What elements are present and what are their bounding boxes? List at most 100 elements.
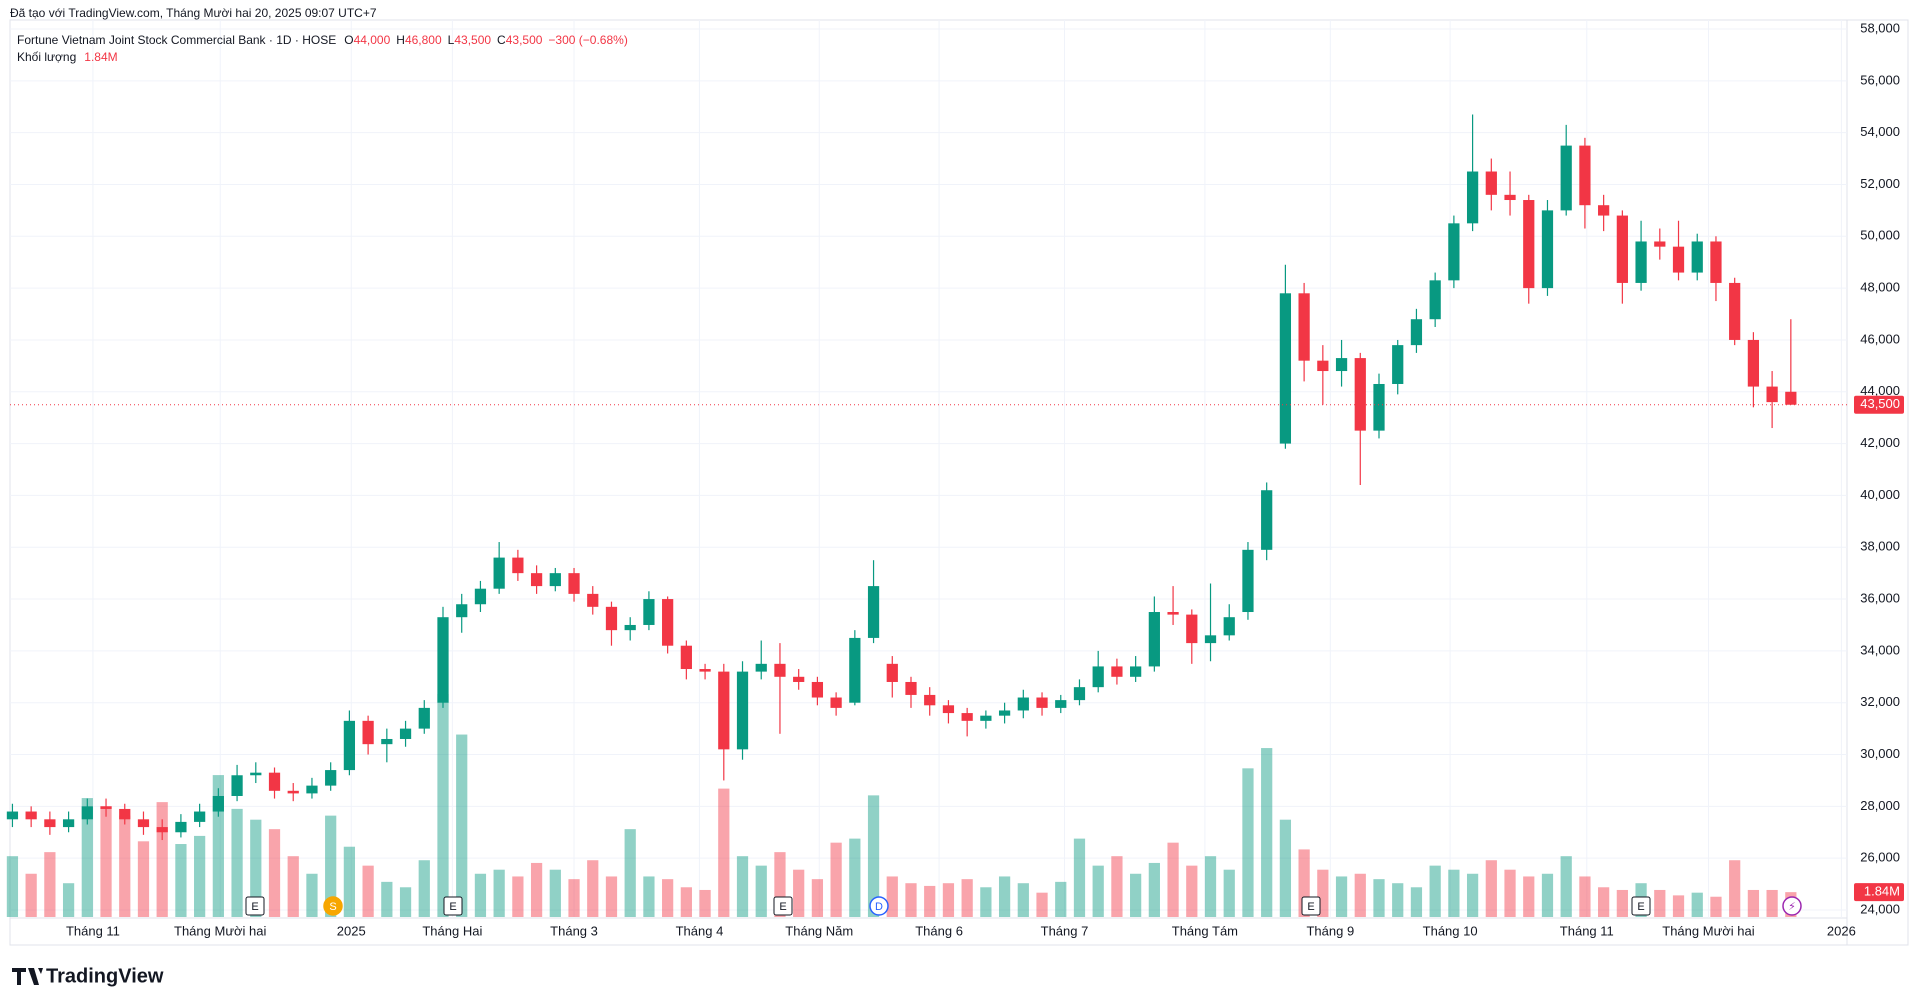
volume-bar: [287, 856, 299, 917]
y-tick-label: 48,000: [1860, 280, 1900, 295]
candle-body: [1654, 241, 1666, 247]
logo-text: TradingView: [46, 965, 164, 987]
candle-body: [1111, 666, 1123, 677]
candle-body: [1092, 666, 1104, 688]
x-tick-label: Tháng Mười hai: [174, 923, 266, 938]
x-tick-label: Tháng 10: [1423, 923, 1478, 938]
candle-body: [1410, 319, 1423, 346]
candle-body: [680, 645, 692, 670]
event-icon: [773, 896, 793, 916]
candle-body: [624, 624, 636, 631]
event-label: E: [779, 901, 786, 913]
volume-bar: [1279, 819, 1292, 917]
candle-body: [886, 663, 898, 682]
candle-body: [1373, 383, 1385, 431]
y-tick-label: 36,000: [1860, 590, 1900, 605]
y-tick-label: 52,000: [1860, 176, 1900, 191]
y-tick-label: 32,000: [1860, 694, 1900, 709]
x-tick-label: Tháng 7: [1041, 923, 1089, 938]
volume-bar: [1036, 892, 1048, 917]
volume-bar: [568, 879, 580, 917]
candle-body: [830, 697, 842, 708]
candle-body: [1036, 697, 1048, 708]
volume-bar: [1111, 856, 1123, 917]
candle-body: [456, 604, 468, 618]
volume-bar: [1373, 879, 1385, 917]
volume-bar: [793, 869, 805, 917]
x-tick-label: Tháng 9: [1306, 923, 1354, 938]
legend-value: 46,800: [405, 33, 442, 47]
volume-bar: [1691, 892, 1703, 917]
volume-value-label: 1.84M: [1864, 884, 1900, 899]
candle-body: [1766, 386, 1778, 403]
volume-bar: [1242, 768, 1254, 917]
candle-body: [718, 671, 730, 750]
volume-bar: [512, 876, 524, 917]
volume-bar: [942, 883, 955, 917]
candle-body: [1317, 360, 1329, 372]
x-tick-label: Tháng Hai: [422, 923, 482, 938]
y-tick-label: 38,000: [1860, 539, 1900, 554]
legend-key: L: [448, 33, 455, 47]
legend-value: 43,500: [454, 33, 491, 47]
volume-bar: [1747, 889, 1760, 917]
volume-bar: [662, 879, 674, 917]
candle-body: [1560, 145, 1572, 211]
event-icon: [323, 896, 343, 916]
volume-bar: [1429, 865, 1441, 917]
volume-bar: [830, 842, 842, 917]
candle-body: [1242, 549, 1254, 613]
volume-bar: [399, 887, 412, 917]
volume-bar: [1017, 883, 1029, 917]
candle-body: [549, 573, 561, 587]
grid: [10, 20, 1847, 918]
y-tick-label: 54,000: [1860, 124, 1900, 139]
volume-bar: [849, 838, 861, 917]
candle-body: [1635, 241, 1647, 283]
candle-body: [905, 681, 917, 695]
volume-bar: [268, 829, 281, 917]
x-tick-label: Tháng Mười hai: [1662, 923, 1754, 938]
candle-body: [1579, 145, 1591, 206]
candle-body: [1261, 490, 1273, 550]
candle-body: [849, 637, 861, 703]
y-tick-label: 44,000: [1860, 383, 1900, 398]
volume-box: [1854, 883, 1904, 902]
volume-bar: [156, 802, 168, 917]
candle-body: [268, 772, 281, 791]
event-label: S: [329, 901, 336, 913]
candle-body: [137, 819, 150, 828]
volume-bar: [1523, 876, 1535, 917]
legend-key: H: [396, 33, 405, 47]
candle-body: [512, 557, 524, 574]
event-label: D: [875, 901, 883, 913]
candle-body: [1541, 210, 1554, 289]
volume-bar: [306, 873, 318, 917]
candle-body: [736, 671, 749, 750]
candle-body: [793, 676, 805, 682]
y-tick-label: 34,000: [1860, 642, 1900, 657]
volume-bar: [811, 879, 824, 917]
volume-bar: [231, 808, 243, 917]
candle-body: [1466, 171, 1479, 224]
volume-bar: [718, 788, 730, 917]
volume-bar: [381, 881, 393, 917]
volume-legend: Khối lượng 1.84M: [17, 50, 118, 64]
overlay: 24,000 26,000 28,000 30,000 32,000 34,000 36,0…: [10, 20, 1904, 938]
legend-value: 43,500: [506, 33, 543, 47]
candle-body: [1523, 200, 1535, 289]
x-tick-label: Tháng 11: [1560, 923, 1614, 938]
volume-bar: [44, 852, 56, 917]
candle-body: [119, 808, 131, 820]
candle-body: [381, 738, 393, 745]
candle-body: [1672, 246, 1685, 273]
legend-change: −300 (−0.68%): [548, 33, 627, 47]
volume-bar: [1579, 876, 1591, 917]
legend-key: O: [344, 33, 353, 47]
volume-legend-value: 1.84M: [84, 50, 117, 64]
candle-body: [1130, 666, 1142, 677]
candle-body: [605, 606, 618, 631]
candle-body: [250, 772, 262, 776]
volume-bar: [980, 887, 992, 917]
